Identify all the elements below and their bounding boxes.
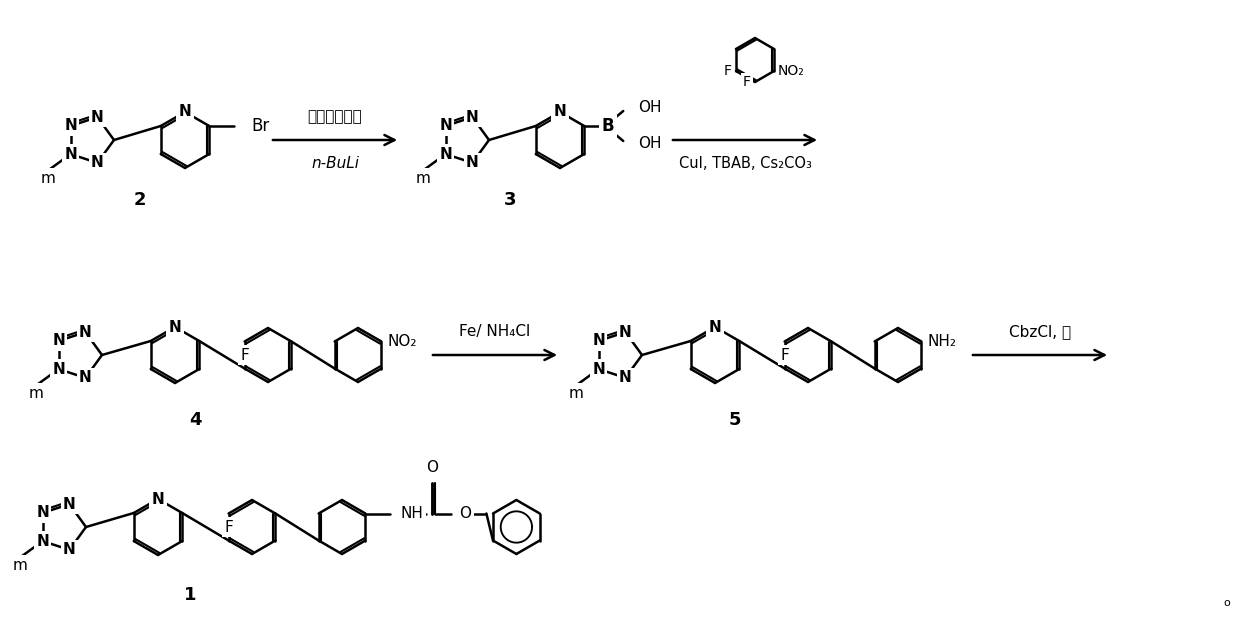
Text: 2: 2 xyxy=(134,191,146,209)
Text: F: F xyxy=(724,64,732,78)
Text: N: N xyxy=(466,110,479,125)
Text: 硼酸三异丙酯: 硼酸三异丙酯 xyxy=(308,109,362,124)
Text: m: m xyxy=(29,386,43,401)
Text: N: N xyxy=(63,497,76,511)
Text: CuI, TBAB, Cs₂CO₃: CuI, TBAB, Cs₂CO₃ xyxy=(678,156,811,171)
Text: 1: 1 xyxy=(184,586,196,604)
Text: NO₂: NO₂ xyxy=(777,64,805,78)
Text: N: N xyxy=(169,319,181,335)
Text: N: N xyxy=(439,118,451,133)
Text: N: N xyxy=(179,105,191,120)
Text: N: N xyxy=(36,505,48,520)
Text: N: N xyxy=(64,146,77,162)
Text: m: m xyxy=(568,386,583,401)
Text: m: m xyxy=(41,170,56,185)
Text: N: N xyxy=(619,325,632,340)
Text: F: F xyxy=(241,347,249,363)
Text: N: N xyxy=(79,370,92,385)
Text: 4: 4 xyxy=(188,411,201,429)
Text: N: N xyxy=(619,370,632,385)
Text: N: N xyxy=(466,156,479,171)
Text: 3: 3 xyxy=(503,191,516,209)
Text: F: F xyxy=(743,75,751,89)
Text: N: N xyxy=(439,146,451,162)
Text: F: F xyxy=(780,347,789,363)
Text: NO₂: NO₂ xyxy=(387,334,417,349)
Text: B: B xyxy=(601,117,615,135)
Text: N: N xyxy=(63,542,76,557)
Text: N: N xyxy=(151,492,165,507)
Text: m: m xyxy=(415,170,430,185)
Text: N: N xyxy=(64,118,77,133)
Text: O: O xyxy=(427,461,439,476)
Text: 5: 5 xyxy=(729,411,742,429)
Text: CbzCl, 碱: CbzCl, 碱 xyxy=(1009,324,1071,339)
Text: N: N xyxy=(91,156,104,171)
Text: OH: OH xyxy=(639,136,662,151)
Text: N: N xyxy=(593,361,605,376)
Text: N: N xyxy=(52,361,64,376)
Text: m: m xyxy=(12,557,27,572)
Text: F: F xyxy=(224,520,233,534)
Text: OH: OH xyxy=(639,100,662,115)
Text: N: N xyxy=(708,319,722,335)
Text: N: N xyxy=(52,334,64,348)
Text: N: N xyxy=(91,110,104,125)
Text: N: N xyxy=(553,105,567,120)
Text: N: N xyxy=(36,534,48,549)
Text: NH₂: NH₂ xyxy=(928,334,956,349)
Text: o: o xyxy=(1223,598,1230,608)
Text: N: N xyxy=(593,334,605,348)
Text: O: O xyxy=(459,506,471,521)
Text: n-BuLi: n-BuLi xyxy=(311,156,360,171)
Text: Fe/ NH₄Cl: Fe/ NH₄Cl xyxy=(459,324,531,339)
Text: NH: NH xyxy=(401,506,423,521)
Text: N: N xyxy=(79,325,92,340)
Text: Br: Br xyxy=(252,117,269,135)
